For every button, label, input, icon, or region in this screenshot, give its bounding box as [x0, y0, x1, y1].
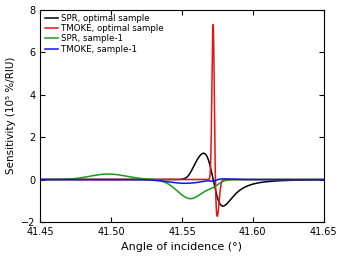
- TMOKE, sample-1: [177, 181, 181, 184]
- SPR, optimal sample: [38, 178, 43, 181]
- SPR, optimal sample: [201, 152, 205, 155]
- TMOKE, sample-1: [322, 178, 326, 181]
- TMOKE, optimal sample: [38, 178, 43, 181]
- TMOKE, optimal sample: [177, 178, 181, 181]
- TMOKE, sample-1: [50, 178, 54, 181]
- SPR, sample-1: [50, 178, 54, 181]
- TMOKE, optimal sample: [55, 178, 59, 181]
- TMOKE, sample-1: [184, 182, 188, 185]
- TMOKE, optimal sample: [307, 178, 311, 181]
- SPR, optimal sample: [221, 205, 225, 208]
- SPR, optimal sample: [307, 179, 311, 182]
- SPR, optimal sample: [94, 178, 98, 181]
- Line: TMOKE, sample-1: TMOKE, sample-1: [40, 179, 324, 183]
- Line: TMOKE, optimal sample: TMOKE, optimal sample: [40, 25, 324, 216]
- SPR, sample-1: [177, 191, 181, 194]
- SPR, sample-1: [106, 172, 110, 175]
- SPR, optimal sample: [50, 178, 54, 181]
- TMOKE, optimal sample: [211, 23, 215, 26]
- Legend: SPR, optimal sample, TMOKE, optimal sample, SPR, sample-1, TMOKE, sample-1: SPR, optimal sample, TMOKE, optimal samp…: [43, 12, 165, 55]
- TMOKE, optimal sample: [39, 178, 44, 181]
- SPR, optimal sample: [322, 178, 326, 181]
- Line: SPR, sample-1: SPR, sample-1: [40, 174, 324, 199]
- SPR, sample-1: [39, 178, 44, 181]
- SPR, optimal sample: [177, 178, 181, 181]
- SPR, optimal sample: [55, 178, 59, 181]
- TMOKE, sample-1: [39, 178, 44, 181]
- TMOKE, sample-1: [222, 177, 226, 180]
- TMOKE, sample-1: [307, 178, 311, 181]
- TMOKE, sample-1: [38, 178, 43, 181]
- TMOKE, optimal sample: [94, 178, 98, 181]
- TMOKE, sample-1: [55, 178, 59, 181]
- TMOKE, optimal sample: [50, 178, 54, 181]
- SPR, sample-1: [55, 178, 59, 181]
- SPR, sample-1: [307, 178, 311, 181]
- TMOKE, sample-1: [94, 178, 98, 181]
- SPR, optimal sample: [39, 178, 44, 181]
- SPR, sample-1: [38, 178, 43, 181]
- X-axis label: Angle of incidence (°): Angle of incidence (°): [121, 243, 243, 252]
- Line: SPR, optimal sample: SPR, optimal sample: [40, 153, 324, 206]
- SPR, sample-1: [322, 178, 326, 181]
- SPR, sample-1: [94, 174, 98, 177]
- TMOKE, optimal sample: [215, 215, 219, 218]
- Y-axis label: Sensitivity (10⁵ %/RIU): Sensitivity (10⁵ %/RIU): [5, 57, 15, 174]
- SPR, sample-1: [188, 197, 192, 200]
- TMOKE, optimal sample: [322, 178, 326, 181]
